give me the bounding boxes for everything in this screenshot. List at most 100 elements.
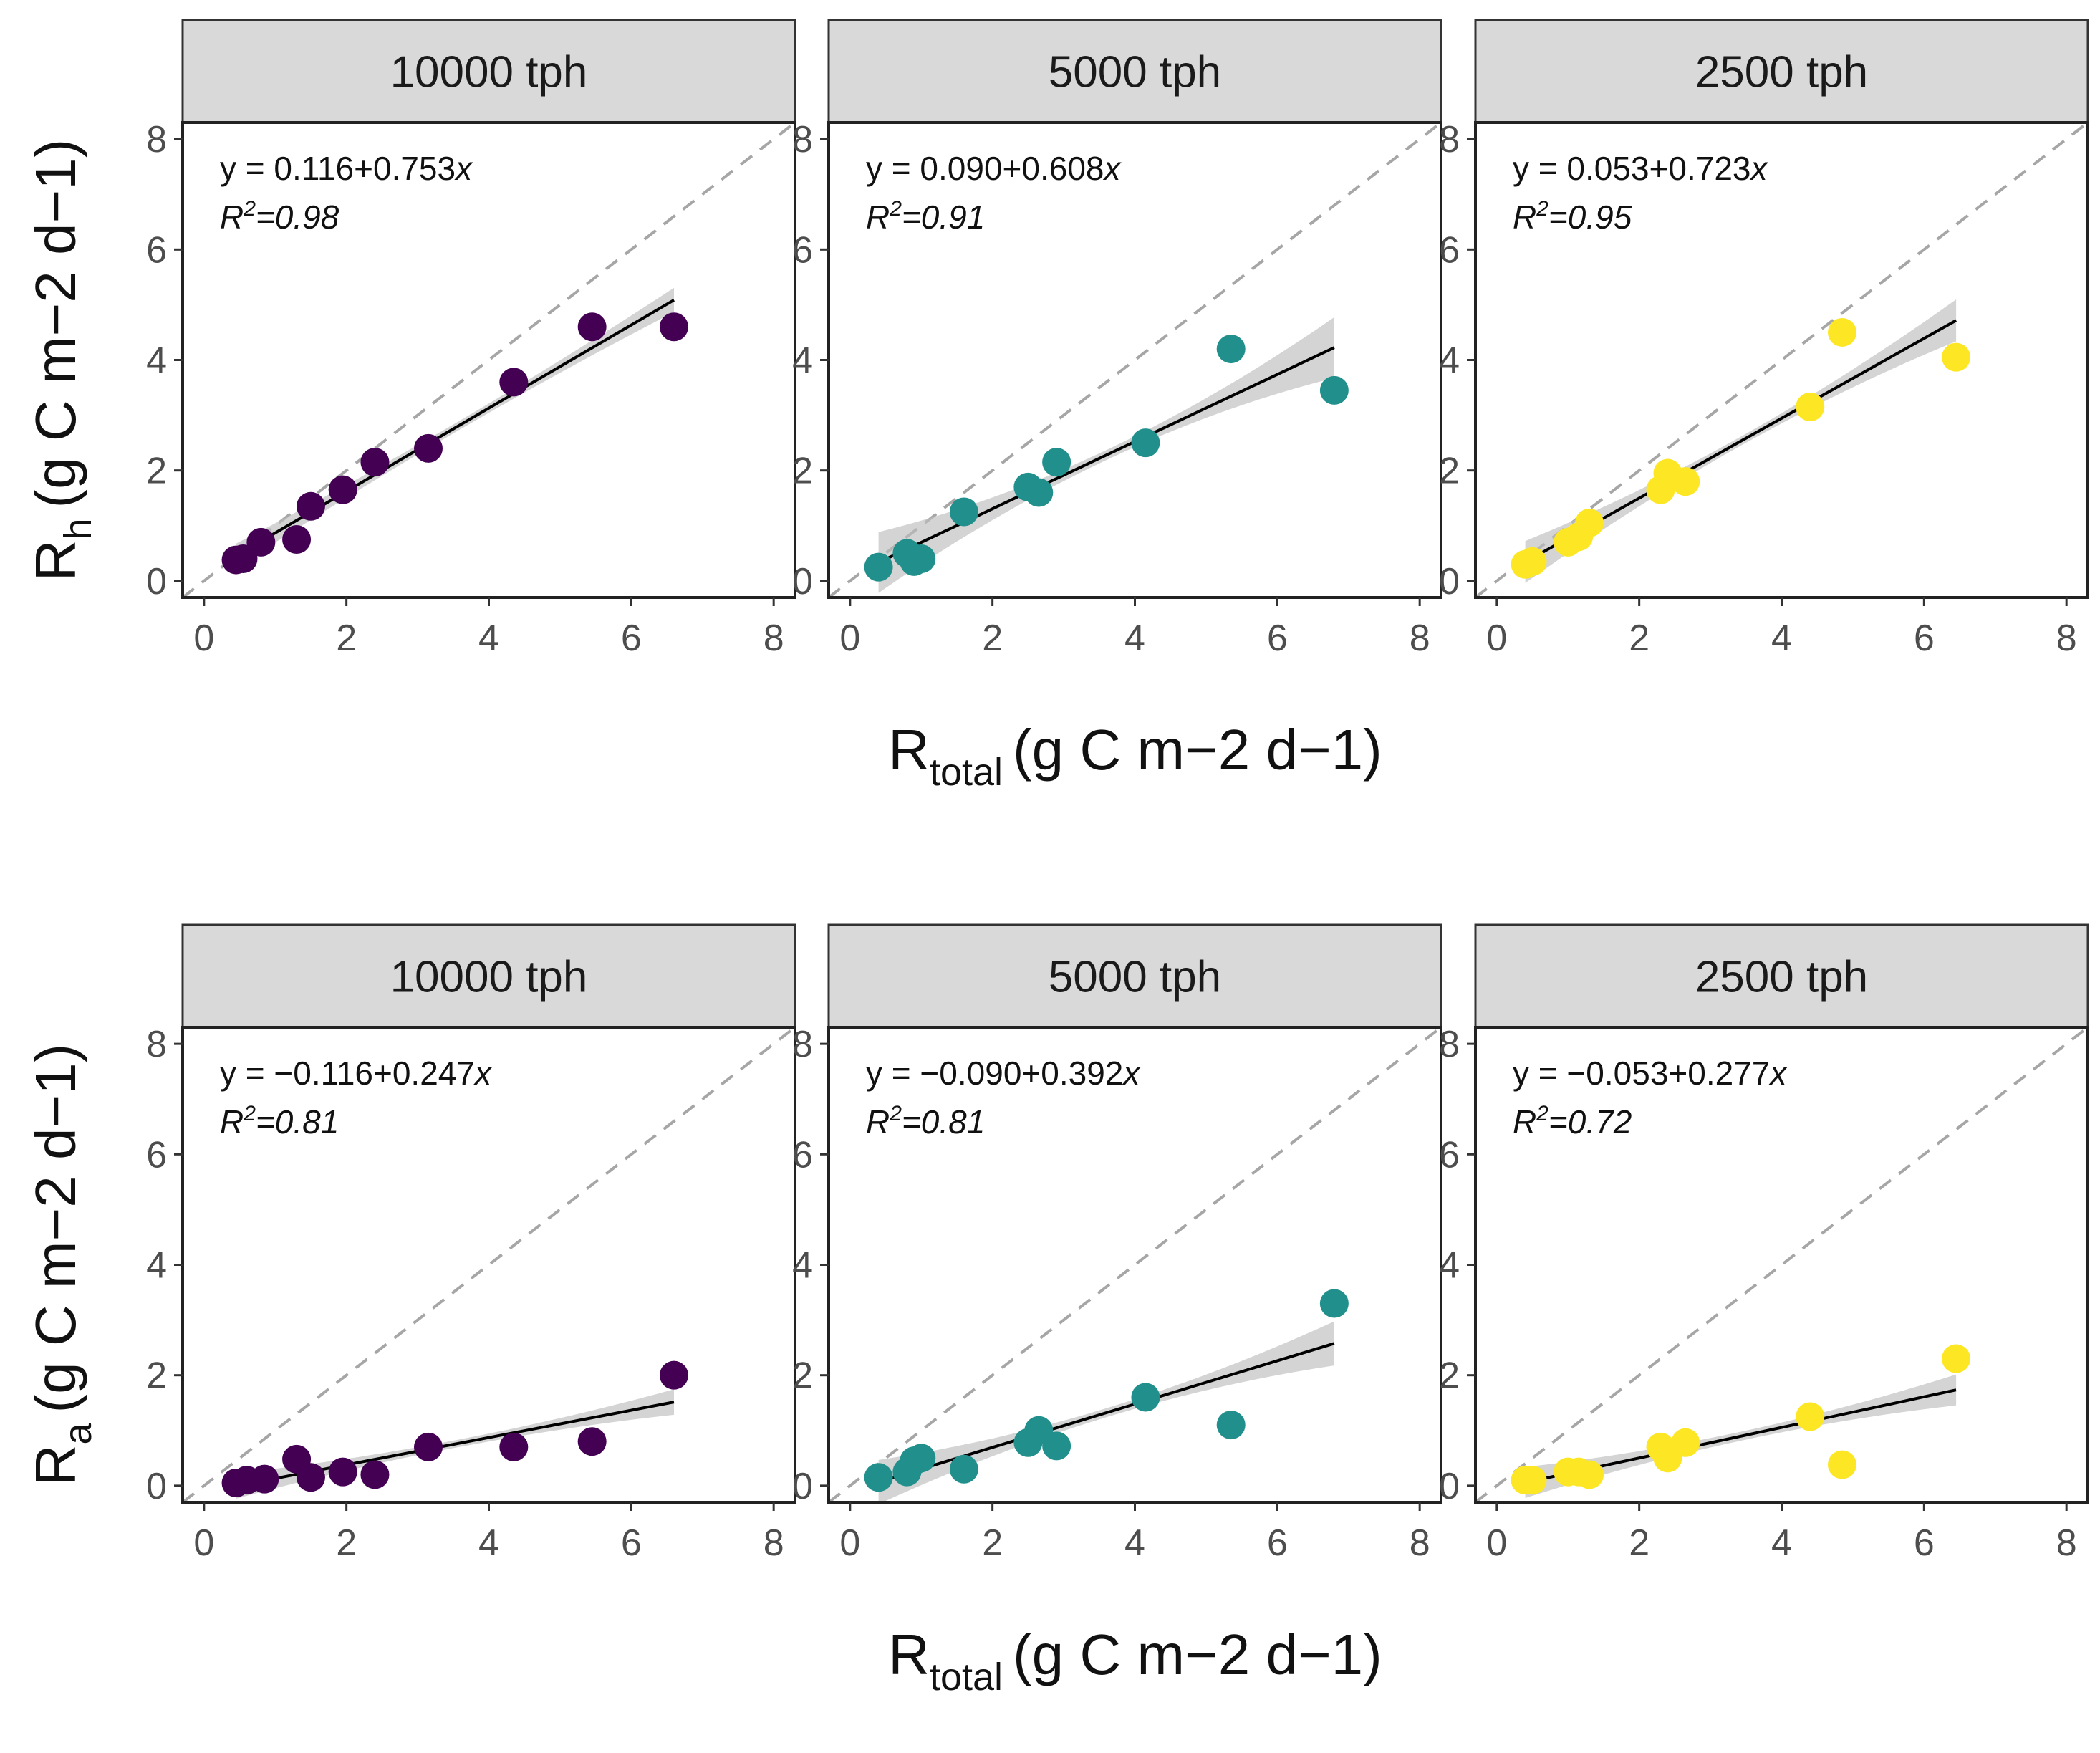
data-point	[659, 1360, 688, 1390]
y-title-units: (g C m−2 d−1)	[24, 139, 87, 509]
equation-variable: x	[454, 150, 473, 187]
y-tick-label: 8	[146, 119, 167, 160]
y-tick-label: 0	[792, 1466, 813, 1507]
r2-label: R	[220, 198, 244, 236]
data-point	[360, 1460, 390, 1489]
facet-strip	[827, 19, 1442, 124]
x-tick-label: 8	[764, 618, 784, 659]
equation-text: y = −0.090+0.392	[866, 1055, 1123, 1092]
data-point	[949, 1454, 978, 1484]
y-tick-label: 2	[792, 1355, 813, 1397]
x-tick-label: 4	[1771, 1522, 1792, 1564]
equation-text: y = −0.116+0.247	[220, 1055, 475, 1092]
r-squared: R2=0.81	[866, 1102, 985, 1140]
data-point	[1518, 1466, 1547, 1495]
y-tick-label: 8	[792, 119, 813, 160]
data-point	[949, 497, 978, 527]
plot-area	[183, 1027, 795, 1502]
r-squared: R2=0.81	[220, 1102, 339, 1140]
facet-strip	[827, 923, 1442, 1029]
y-tick-label: 8	[1439, 119, 1460, 160]
facet-label: 10000 tph	[390, 48, 588, 97]
data-point	[360, 448, 390, 477]
y-title-units: (g C m−2 d−1)	[24, 1044, 87, 1413]
equation-variable: x	[1122, 1055, 1141, 1092]
r-squared: R2=0.95	[1513, 197, 1632, 236]
r2-superscript: 2	[243, 197, 256, 221]
r2-value: =0.72	[1548, 1103, 1632, 1140]
y-tick-label: 4	[1439, 1245, 1460, 1287]
facet-strip	[181, 923, 796, 1029]
y-title-main: R	[24, 1445, 87, 1487]
x-title-main: R	[888, 1623, 930, 1686]
x-tick-label: 2	[982, 618, 1003, 659]
regression-line	[877, 346, 1335, 564]
r2-superscript: 2	[889, 197, 902, 221]
y-tick-label: 2	[146, 1355, 167, 1397]
data-point	[1042, 448, 1071, 477]
y-tick-label: 2	[1439, 451, 1460, 492]
y-tick-label: 0	[146, 561, 167, 602]
y-axis-title: Ra (g C m−2 d−1)	[24, 1044, 100, 1487]
data-point	[1575, 508, 1604, 537]
r2-value: =0.91	[902, 198, 985, 236]
data-point	[907, 544, 936, 574]
x-tick-label: 2	[1629, 1522, 1649, 1564]
data-point	[1518, 547, 1547, 576]
data-point	[296, 1463, 325, 1492]
y-tick-label: 0	[146, 1466, 167, 1507]
x-tick-label: 0	[193, 1522, 214, 1564]
facet-strip	[1474, 923, 2089, 1029]
data-point	[282, 525, 312, 554]
y-title-main: R	[24, 540, 87, 582]
facet-label: 2500 tph	[1695, 48, 1868, 97]
x-tick-label: 8	[1410, 618, 1430, 659]
y-tick-label: 0	[792, 561, 813, 602]
facet-label: 5000 tph	[1049, 953, 1221, 1002]
one-to-one-line	[183, 1027, 795, 1502]
x-title-units: (g C m−2 d−1)	[1013, 1623, 1382, 1686]
y-tick-label: 4	[792, 340, 813, 382]
data-point	[1575, 1460, 1604, 1489]
r-squared: R2=0.98	[220, 197, 339, 236]
y-tick-label: 2	[792, 451, 813, 492]
data-point	[659, 312, 688, 342]
data-point	[1671, 1428, 1700, 1457]
data-point	[1942, 342, 1971, 372]
y-tick-label: 0	[1439, 561, 1460, 602]
facet-label: 10000 tph	[390, 953, 588, 1002]
equation-text: y = 0.053+0.723	[1513, 150, 1751, 187]
data-point	[413, 1432, 443, 1461]
y-tick-label: 6	[146, 229, 167, 271]
data-point	[577, 312, 607, 342]
r2-value: =0.98	[256, 198, 339, 236]
y-tick-label: 2	[1439, 1355, 1460, 1397]
x-tick-label: 6	[1914, 618, 1935, 659]
r-squared: R2=0.91	[866, 197, 985, 236]
data-point	[1828, 317, 1857, 347]
regression-equation: y = 0.090+0.608x	[866, 150, 1122, 187]
y-tick-label: 4	[792, 1245, 813, 1287]
r2-superscript: 2	[243, 1102, 256, 1125]
facet-label: 5000 tph	[1049, 48, 1221, 97]
r2-label: R	[866, 198, 890, 236]
data-point	[864, 1463, 893, 1492]
equation-variable: x	[1103, 150, 1122, 187]
x-axis-title: Rtotal (g C m−2 d−1)	[888, 718, 1382, 794]
data-point	[499, 368, 529, 397]
equation-text: y = −0.053+0.277	[1513, 1055, 1770, 1092]
plot-area	[183, 123, 795, 597]
x-tick-label: 6	[1267, 1522, 1288, 1564]
x-title-subscript: total	[930, 1656, 1003, 1699]
equation-text: y = 0.116+0.753	[220, 150, 456, 187]
x-tick-label: 4	[1124, 1522, 1145, 1564]
y-tick-label: 6	[146, 1134, 167, 1176]
x-tick-label: 6	[621, 618, 642, 659]
data-point	[328, 475, 357, 504]
data-point	[1671, 467, 1700, 496]
